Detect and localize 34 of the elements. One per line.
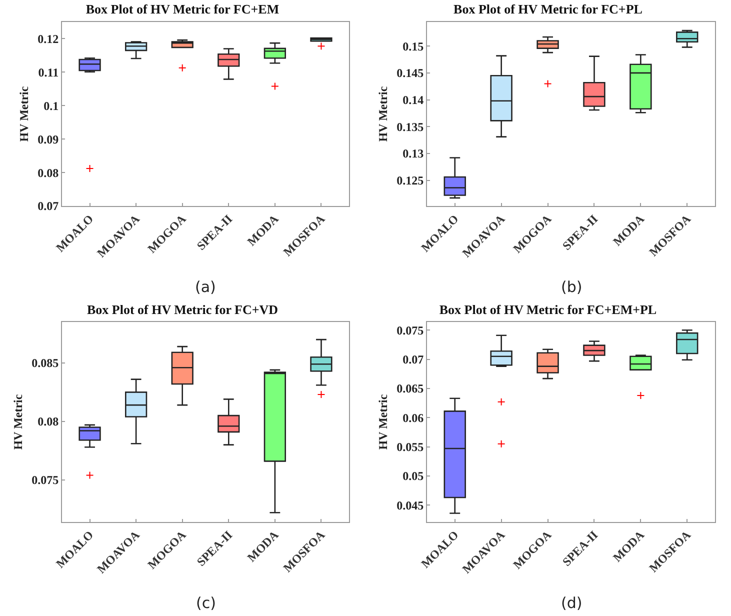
y-tick-label: 0.145	[396, 66, 424, 80]
y-tick-label: 0.12	[38, 32, 59, 46]
text: (c)	[196, 594, 216, 612]
y-tick-label: 0.05	[402, 469, 424, 484]
y-axis-title: HV Metric	[10, 394, 25, 450]
y-tick-label: 0.085	[32, 356, 59, 370]
chart-title: Box Plot of HV Metric for FC+VD	[86, 302, 278, 317]
y-tick-label: 0.11	[38, 65, 59, 80]
y-tick-label: 0.1	[44, 98, 59, 113]
y-tick-label: 0.075	[32, 473, 59, 488]
y-tick-label: 0.075	[396, 323, 424, 338]
y-tick-label: 0.13	[402, 146, 424, 161]
y-tick-label: 0.065	[396, 382, 424, 396]
y-tick-label: 0.14	[402, 92, 424, 107]
y-axis-title: HV Metric	[376, 394, 390, 450]
y-tick-label: 0.07	[402, 352, 424, 367]
y-axis-title: HV Metric	[376, 86, 390, 142]
y-axis-title: HV Metric	[16, 86, 31, 142]
y-tick-label: 0.06	[402, 410, 424, 425]
y-tick-label: 0.08	[38, 414, 59, 429]
y-tick-label: 0.15	[402, 39, 424, 54]
y-tick-label: 0.045	[396, 498, 424, 512]
y-tick-label: 0.09	[38, 132, 59, 146]
y-tick-label: 0.07	[38, 199, 59, 214]
text: (a)	[195, 278, 216, 296]
y-tick-label: 0.125	[396, 173, 424, 188]
chart-title: Box Plot of HV Metric for FC+EM+PL	[439, 302, 657, 317]
chart-title: Box Plot of HV Metric for FC+PL	[454, 2, 643, 17]
y-tick-label: 0.055	[396, 440, 424, 454]
y-tick-label: 0.135	[396, 120, 424, 134]
text: (d)	[561, 594, 582, 612]
chart-title: Box Plot of HV Metric for FC+EM	[86, 2, 280, 17]
text: (b)	[561, 278, 582, 296]
y-tick-label: 0.08	[38, 166, 59, 180]
